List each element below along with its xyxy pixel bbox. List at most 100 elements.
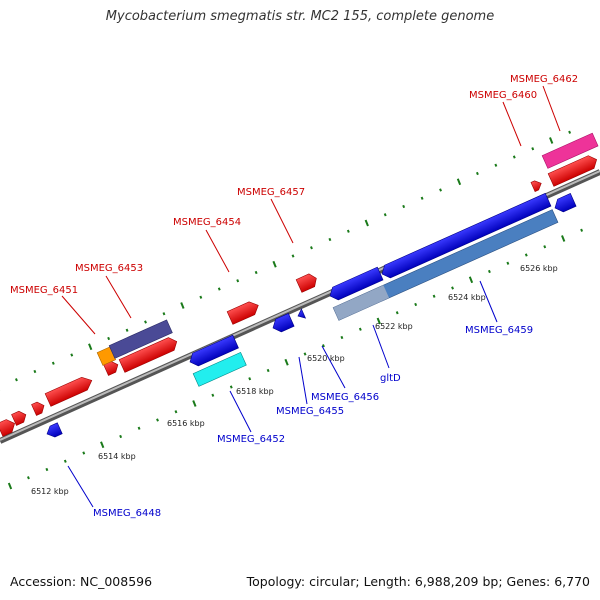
gene-feature-gltd-small[interactable] <box>327 266 384 302</box>
minor-tick <box>236 279 240 283</box>
major-tick <box>549 137 554 144</box>
minor-tick <box>254 270 258 275</box>
minor-tick <box>137 426 141 430</box>
label-msmeg-6456[interactable]: MSMEG_6456 <box>311 392 379 403</box>
major-tick <box>180 302 185 309</box>
minor-tick <box>119 434 123 439</box>
label-msmeg-6448[interactable]: MSMEG_6448 <box>93 508 161 519</box>
map-title: Mycobacterium smegmatis str. MC2 155, co… <box>105 9 495 24</box>
gene-feature[interactable] <box>552 193 577 214</box>
minor-tick <box>45 467 49 472</box>
minor-tick <box>414 302 418 307</box>
major-tick <box>468 276 474 284</box>
major-tick <box>456 178 462 186</box>
scale-label: 6518 kbp <box>236 387 274 396</box>
major-tick <box>100 441 105 449</box>
minor-tick <box>156 418 159 422</box>
label-msmeg-6455[interactable]: MSMEG_6455 <box>276 406 344 417</box>
gene-feature-msmeg-6448[interactable] <box>45 422 63 440</box>
minor-tick <box>162 312 166 316</box>
minor-tick <box>15 378 18 382</box>
minor-tick <box>506 261 510 265</box>
gene-feature[interactable] <box>187 334 239 368</box>
label-msmeg-6462[interactable]: MSMEG_6462 <box>510 74 578 85</box>
gene-feature-msmeg-6453[interactable] <box>118 335 179 373</box>
minor-tick <box>70 353 74 357</box>
accession-text: Accession: NC_008596 <box>10 574 153 589</box>
gene-feature-msmeg-6455[interactable] <box>270 313 295 334</box>
gene-feature-msmeg-6454[interactable] <box>226 299 261 325</box>
label-msmeg-6460[interactable]: MSMEG_6460 <box>469 90 537 101</box>
minor-tick <box>475 171 479 176</box>
major-tick <box>7 482 13 490</box>
scale-label: 6524 kbp <box>448 293 486 302</box>
major-tick <box>192 400 197 407</box>
major-tick <box>376 317 381 325</box>
label-msmeg-6459[interactable]: MSMEG_6459 <box>465 325 533 336</box>
genome-stats-text: Topology: circular; Length: 6,988,209 bp… <box>246 574 590 589</box>
major-tick <box>561 235 566 242</box>
minor-tick <box>33 369 37 374</box>
minor-tick <box>451 286 454 290</box>
minor-tick <box>144 320 147 324</box>
reverse-strand-features <box>45 192 577 440</box>
gene-feature-msmeg-6462[interactable] <box>541 132 599 169</box>
major-tick <box>272 260 277 268</box>
minor-tick <box>82 451 86 455</box>
minor-tick <box>568 130 572 134</box>
minor-tick <box>211 393 215 397</box>
minor-tick <box>310 246 313 250</box>
gene-feature-msmeg-6457[interactable] <box>295 272 319 293</box>
tick-track-forward <box>0 130 572 391</box>
major-tick <box>284 358 289 366</box>
label-gltd[interactable]: gltD <box>380 373 401 384</box>
minor-tick <box>487 269 491 274</box>
label-msmeg-6454[interactable]: MSMEG_6454 <box>173 217 241 228</box>
minor-tick <box>51 361 55 365</box>
scale-label: 6522 kbp <box>375 322 413 331</box>
minor-tick <box>199 295 203 299</box>
scale-label: 6514 kbp <box>98 452 136 461</box>
label-msmeg-6451[interactable]: MSMEG_6451 <box>10 285 78 296</box>
minor-tick <box>420 196 424 200</box>
minor-tick <box>328 237 332 242</box>
minor-tick <box>543 245 547 249</box>
major-tick <box>88 343 93 351</box>
minor-tick <box>63 459 67 463</box>
gene-feature-msmeg-6451[interactable] <box>44 374 95 407</box>
gene-feature[interactable] <box>31 400 47 416</box>
minor-tick <box>322 344 325 348</box>
minor-tick <box>383 213 387 217</box>
scale-label: 6526 kbp <box>520 264 558 273</box>
minor-tick <box>303 352 307 356</box>
minor-tick <box>291 254 295 258</box>
label-msmeg-6452[interactable]: MSMEG_6452 <box>217 434 285 445</box>
major-tick <box>364 219 369 227</box>
gene-feature[interactable] <box>379 192 552 280</box>
minor-tick <box>524 253 528 257</box>
gene-feature-gltd-highlight <box>333 285 390 321</box>
minor-tick <box>439 188 442 192</box>
scale-label: 6520 kbp <box>307 354 345 363</box>
label-msmeg-6453[interactable]: MSMEG_6453 <box>75 263 143 274</box>
gene-feature-msmeg-6452[interactable] <box>192 351 247 387</box>
gene-feature[interactable] <box>547 153 599 187</box>
label-msmeg-6457[interactable]: MSMEG_6457 <box>237 187 305 198</box>
gene-feature-msmeg-6456[interactable] <box>296 308 307 321</box>
scale-label: 6516 kbp <box>167 419 205 428</box>
forward-strand-features <box>0 132 599 437</box>
forward-gene-labels: MSMEG_6451 MSMEG_6453 MSMEG_6454 MSMEG_6… <box>10 74 578 335</box>
minor-tick <box>531 147 535 151</box>
scale-labels: 6512 kbp 6514 kbp 6516 kbp 6518 kbp 6520 kbp… <box>31 264 558 496</box>
minor-tick <box>432 294 436 298</box>
minor-tick <box>229 385 233 389</box>
gene-feature-purple[interactable] <box>108 319 173 359</box>
scale-label: 6512 kbp <box>31 487 69 496</box>
gene-feature[interactable] <box>11 409 29 426</box>
minor-tick <box>580 228 584 232</box>
gene-feature[interactable] <box>0 417 17 437</box>
minor-tick <box>340 335 344 340</box>
minor-tick <box>402 204 406 209</box>
gene-feature-msmeg-6460[interactable] <box>530 179 543 192</box>
